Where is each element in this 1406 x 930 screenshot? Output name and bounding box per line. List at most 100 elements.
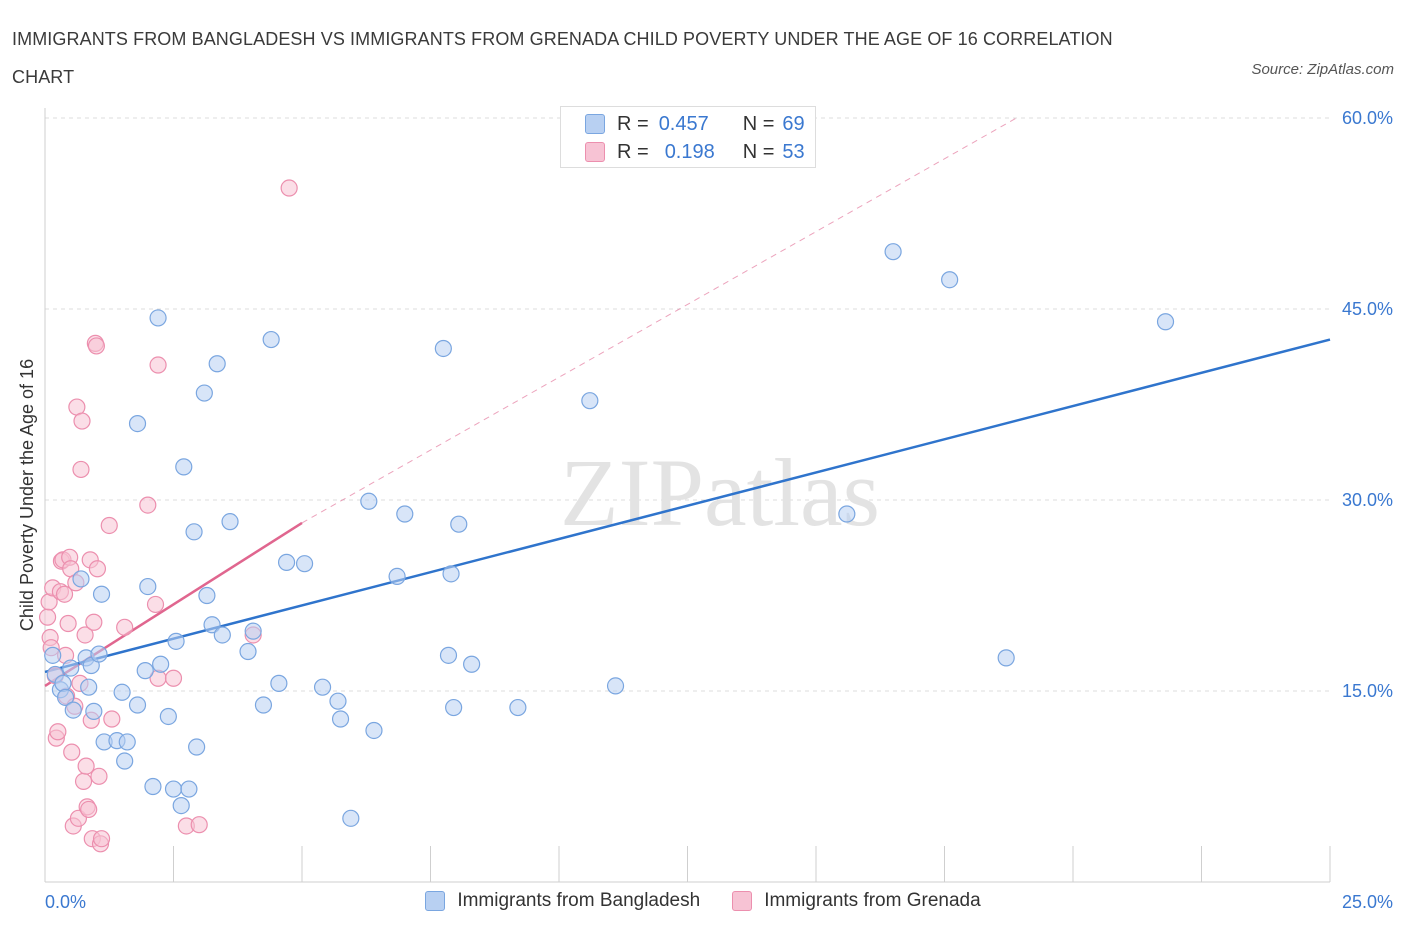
bangladesh-point [262, 330, 280, 349]
grenada-point [139, 496, 157, 514]
grenada-point [77, 757, 95, 775]
bangladesh-point [203, 616, 221, 634]
grenada-point [164, 669, 183, 687]
bangladesh-point [213, 626, 231, 644]
grenada-point [103, 710, 121, 728]
bangladesh-point [159, 707, 177, 726]
grenada-point [146, 595, 165, 614]
bangladesh-point [80, 678, 98, 696]
bangladesh-point [331, 710, 350, 728]
bangladesh-point [167, 632, 185, 650]
grenada-point [100, 516, 118, 535]
bangladesh-swatch [585, 114, 605, 134]
r-value: 0.198 [664, 140, 715, 163]
tick-labels: 15.0% 30.0% 45.0% 60.0% 0.0% 25.0% [45, 108, 1393, 912]
bangladesh-point [221, 513, 239, 531]
bangladesh-point [463, 655, 481, 673]
bangladesh-point [388, 567, 406, 586]
n-label: N = [742, 112, 775, 135]
n-value: 53 [782, 140, 805, 163]
n-label: N = [742, 140, 775, 163]
bangladesh-point [172, 796, 190, 815]
r-label: R = [617, 140, 649, 163]
watermark: ZIPatlas [560, 439, 880, 546]
bangladesh-point [144, 777, 162, 796]
bangladesh-point [128, 415, 147, 433]
bangladesh-point [342, 809, 360, 827]
grenada-point [88, 560, 107, 578]
bangladesh-point [128, 696, 147, 714]
y-tick-label: 45.0% [1342, 299, 1393, 319]
points [38, 179, 1175, 853]
grenada-point [92, 830, 111, 848]
bangladesh-point [188, 738, 206, 756]
grenada-point [90, 767, 108, 785]
y-tick-label: 15.0% [1342, 681, 1393, 701]
grenada-swatch [585, 142, 605, 162]
bangladesh-point [941, 271, 959, 289]
y-axis-label: Child Poverty Under the Age of 16 [17, 359, 37, 631]
bangladesh-point [175, 458, 193, 476]
bangladesh-point [439, 646, 458, 664]
bangladesh-point [62, 659, 80, 677]
bangladesh-point [113, 683, 131, 701]
n-value: 69 [782, 112, 805, 135]
bangladesh-point [180, 780, 198, 798]
grenada-point [76, 626, 94, 644]
bangladesh-point [365, 721, 383, 740]
x-tick-label: 25.0% [1342, 892, 1393, 912]
grenada-point [149, 356, 167, 374]
source-label: Source: ZipAtlas.com [1251, 61, 1394, 78]
bangladesh-point [445, 698, 463, 717]
bangladesh-point [136, 662, 154, 680]
bangladesh-point [277, 553, 296, 571]
bangladesh-point [198, 586, 216, 605]
bangladesh-point [90, 645, 108, 663]
legend-label: Immigrants from Bangladesh [457, 890, 701, 911]
grenada-point [49, 723, 67, 741]
x-tick-label: 0.0% [45, 892, 86, 912]
bangladesh-point [244, 622, 262, 640]
bangladesh-point [509, 698, 527, 717]
trend-lines [44, 117, 1331, 687]
legend-item-grenada[interactable]: Immigrants from Grenada [732, 890, 981, 912]
grenada-point [55, 585, 74, 603]
bangladesh-point [116, 752, 134, 770]
bangladesh-point [396, 505, 414, 523]
bangladesh-point [139, 577, 157, 596]
bangladesh-point [581, 392, 599, 410]
bangladesh-point [195, 384, 213, 402]
legend-label: Immigrants from Grenada [764, 890, 981, 911]
bangladesh-point [164, 780, 183, 798]
bangladesh-point [118, 733, 136, 751]
bangladesh-point [360, 492, 378, 510]
bangladesh-point [313, 678, 332, 696]
r-value: 0.457 [658, 112, 709, 135]
bangladesh-point [208, 355, 226, 373]
legend-item-bangladesh[interactable]: Immigrants from Bangladesh [425, 890, 700, 912]
grenada-point [280, 179, 298, 197]
bangladesh-point [239, 642, 257, 661]
bangladesh-point [64, 701, 82, 719]
bangladesh-point [92, 585, 111, 603]
bangladesh-point [838, 505, 856, 523]
stats-row-bangladesh: R = 0.457 N = 69 [585, 112, 805, 136]
bangladesh-point [185, 523, 203, 541]
bangladesh-point [56, 688, 75, 706]
bangladesh-point [329, 692, 347, 710]
bangladesh-point [434, 339, 452, 358]
grid [45, 117, 1330, 692]
grenada-trend-extension [301, 117, 1017, 524]
grenada-point [63, 743, 81, 761]
grenada-point [38, 608, 57, 626]
bangladesh-point [442, 565, 460, 583]
grenada-point [59, 614, 77, 633]
grenada-point [116, 618, 134, 636]
y-tick-label: 30.0% [1342, 490, 1393, 510]
bangladesh-point [85, 702, 103, 720]
bangladesh-point [149, 309, 167, 327]
grenada-point [85, 613, 103, 631]
bangladesh-swatch [425, 891, 446, 911]
stats-row-grenada: R = 0.198 N = 53 [585, 140, 805, 164]
